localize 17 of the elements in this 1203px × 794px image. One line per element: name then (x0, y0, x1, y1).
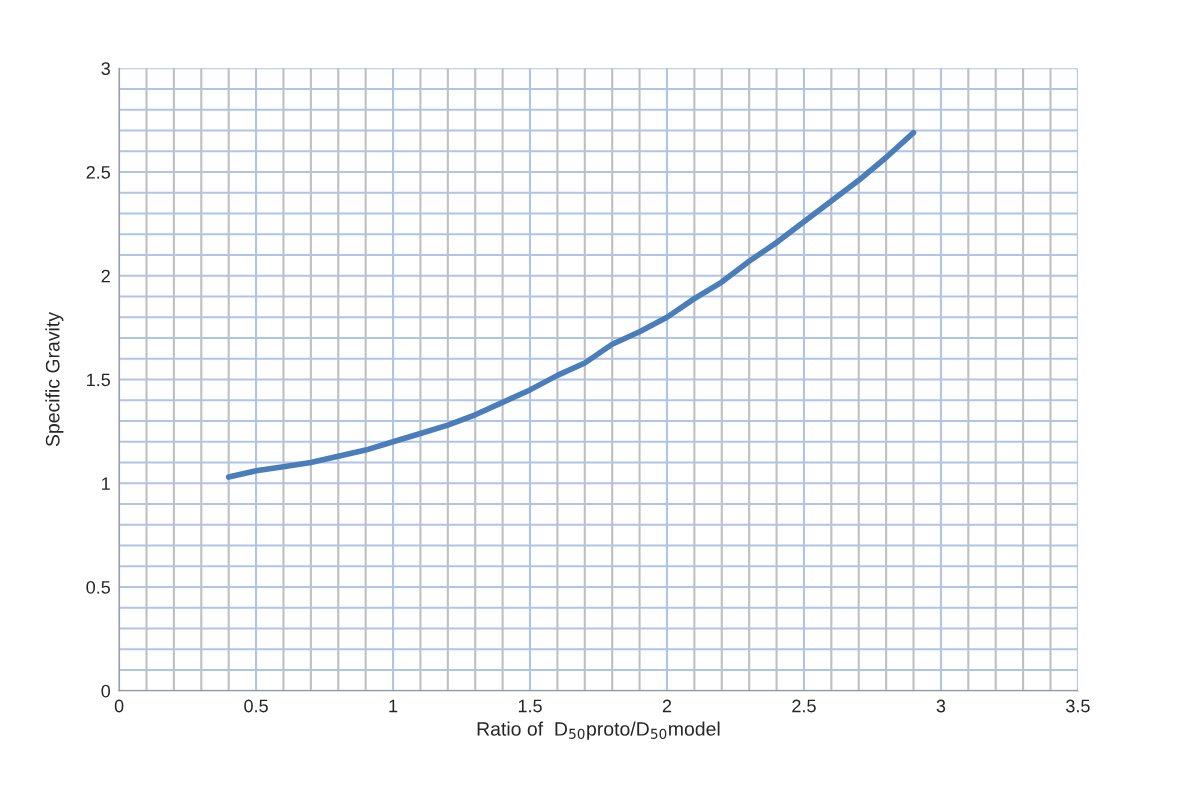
y-tick-label: 2.5 (86, 165, 111, 179)
x-tick-label: 0 (114, 699, 124, 713)
x-tick-label: 2 (662, 699, 672, 713)
y-tick-label: 1 (102, 477, 110, 490)
y-tick-label: 0 (101, 684, 111, 698)
x-tick-label: 3 (936, 699, 946, 713)
y-axis-title: Specific Gravity (45, 312, 64, 447)
x-tick-label: 1 (389, 699, 398, 713)
y-tick-label: 0.5 (86, 580, 111, 594)
x-tick-label: 3.5 (1066, 699, 1090, 713)
y-tick-label: 3 (101, 62, 110, 75)
x-axis-title: Ratio of D$_{50}$proto/D$_{50}$model (477, 721, 720, 740)
y-tick-label: 2 (101, 269, 110, 283)
y-tick-label: 1.5 (87, 373, 111, 387)
x-tick-label: 1.5 (518, 699, 542, 713)
x-tick-label: 2.5 (792, 699, 816, 713)
x-tick-label: 0.5 (244, 699, 268, 713)
